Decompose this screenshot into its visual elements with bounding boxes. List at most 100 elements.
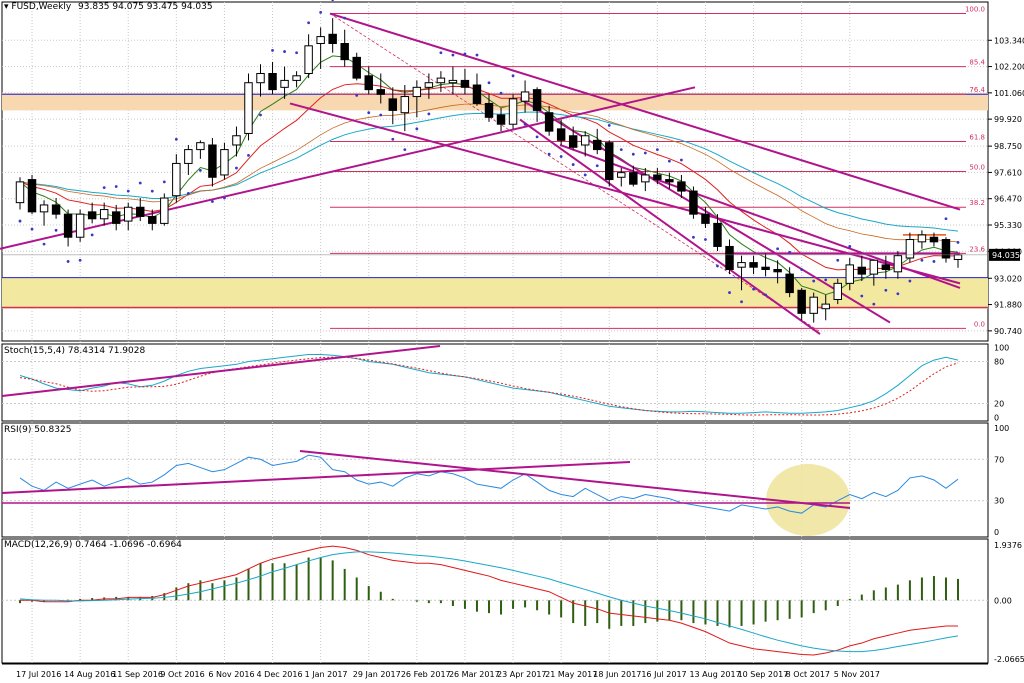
candle: [641, 168, 650, 192]
sar-dot: [162, 180, 166, 184]
sar-dot: [559, 155, 563, 158]
candle-body-down: [857, 266, 867, 275]
sar-dot: [451, 53, 455, 57]
candle-body-up: [304, 45, 313, 74]
fib-diagonal: [329, 13, 821, 333]
stoch-y-tick-label: 20: [994, 400, 1004, 409]
trend-line: [559, 144, 961, 289]
sar-dot: [66, 260, 70, 263]
candle: [412, 80, 422, 118]
candle: [400, 85, 410, 132]
candle: [256, 64, 265, 97]
candle-body-up: [172, 162, 181, 197]
candle: [785, 267, 794, 298]
candle-body-down: [929, 236, 939, 243]
sar-dot: [30, 227, 34, 231]
candle: [677, 174, 686, 199]
x-tick-label: 26 Mar 2017: [449, 670, 500, 679]
current-price-tag: [989, 248, 1020, 261]
candle: [51, 198, 61, 219]
candle: [929, 232, 939, 247]
trend-line: [519, 118, 821, 335]
candle-body-down: [532, 89, 542, 111]
candle-body-up: [316, 36, 325, 45]
sar-dot: [932, 260, 936, 263]
candle-body-up: [412, 86, 422, 98]
candle-body-down: [208, 144, 217, 178]
candle-body-up: [424, 82, 434, 88]
sar-dot: [355, 93, 359, 97]
sar-dot: [704, 238, 707, 241]
y-tick-label: 93.020: [994, 274, 1022, 283]
candle: [111, 204, 121, 231]
x-tick-label: 6 Nov 2016: [208, 670, 254, 679]
candle: [496, 108, 506, 132]
sar-dot: [259, 113, 262, 117]
candle-body-down: [268, 72, 277, 91]
candle: [665, 172, 674, 189]
rsi-highlight-circle: [766, 464, 850, 536]
sar-dot: [42, 242, 46, 246]
macd-line: [20, 545, 958, 656]
x-tick-label: 17 Jul 2016: [16, 670, 61, 679]
candle: [713, 214, 722, 252]
candle: [833, 278, 842, 305]
sar-dot: [728, 291, 731, 294]
candle-body-down: [725, 245, 734, 271]
candle-body-up: [124, 206, 133, 222]
candle-body-down: [749, 262, 758, 268]
candle: [364, 66, 373, 95]
candle: [725, 239, 734, 275]
sar-dot: [415, 127, 419, 131]
candle-body-up: [617, 172, 626, 178]
macd-y-tick-label: 1.9376: [994, 541, 1022, 550]
stoch-y-tick-label: 100: [994, 344, 1009, 353]
candle-body-up: [256, 72, 265, 84]
price-panel-header: ▾ FUSD,Weekly 93.835 94.075 93.475 94.03…: [4, 2, 213, 12]
candle: [232, 126, 241, 157]
candle-body-up: [15, 181, 25, 204]
candle: [568, 126, 578, 150]
x-tick-label: 11 Sep 2016: [112, 670, 163, 679]
candle-body-down: [797, 289, 806, 314]
candle: [893, 251, 903, 279]
candle: [448, 66, 458, 95]
candle-body-down: [388, 98, 398, 111]
candle: [532, 87, 542, 122]
candle: [905, 232, 915, 263]
sar-dot: [860, 294, 864, 298]
sar-dot: [403, 148, 407, 151]
sar-dot: [764, 293, 767, 297]
candle: [87, 202, 97, 224]
candle: [472, 73, 482, 106]
fib-level-label: 76.4: [969, 86, 985, 94]
collapse-arrow-icon[interactable]: ▾: [4, 2, 9, 12]
candle: [773, 260, 782, 284]
candle-body-down: [328, 33, 337, 45]
candle: [857, 255, 867, 282]
candle-body-down: [484, 102, 494, 118]
fib-level-label: 38.2: [969, 199, 985, 207]
candle: [340, 29, 349, 67]
x-tick-label: 10 Sep 2017: [738, 670, 789, 679]
candle-body-up: [869, 259, 879, 275]
candle-body-down: [653, 174, 662, 181]
sar-dot: [692, 235, 695, 239]
sar-dot: [283, 50, 286, 53]
candle-body-down: [568, 135, 578, 148]
candle: [316, 27, 325, 69]
candle: [196, 140, 205, 159]
sar-dot: [884, 288, 888, 292]
stoch-trend-line: [1, 345, 441, 397]
panel-frame-price: [1, 1, 989, 342]
candle: [544, 105, 554, 136]
candle: [63, 209, 73, 247]
candle-body-up: [448, 79, 458, 84]
sar-dot: [102, 186, 106, 190]
candle: [520, 80, 530, 113]
candle-body-up: [244, 82, 253, 134]
y-tick-label: 97.610: [994, 168, 1022, 177]
candle: [508, 94, 518, 129]
candle-body-down: [136, 206, 145, 217]
